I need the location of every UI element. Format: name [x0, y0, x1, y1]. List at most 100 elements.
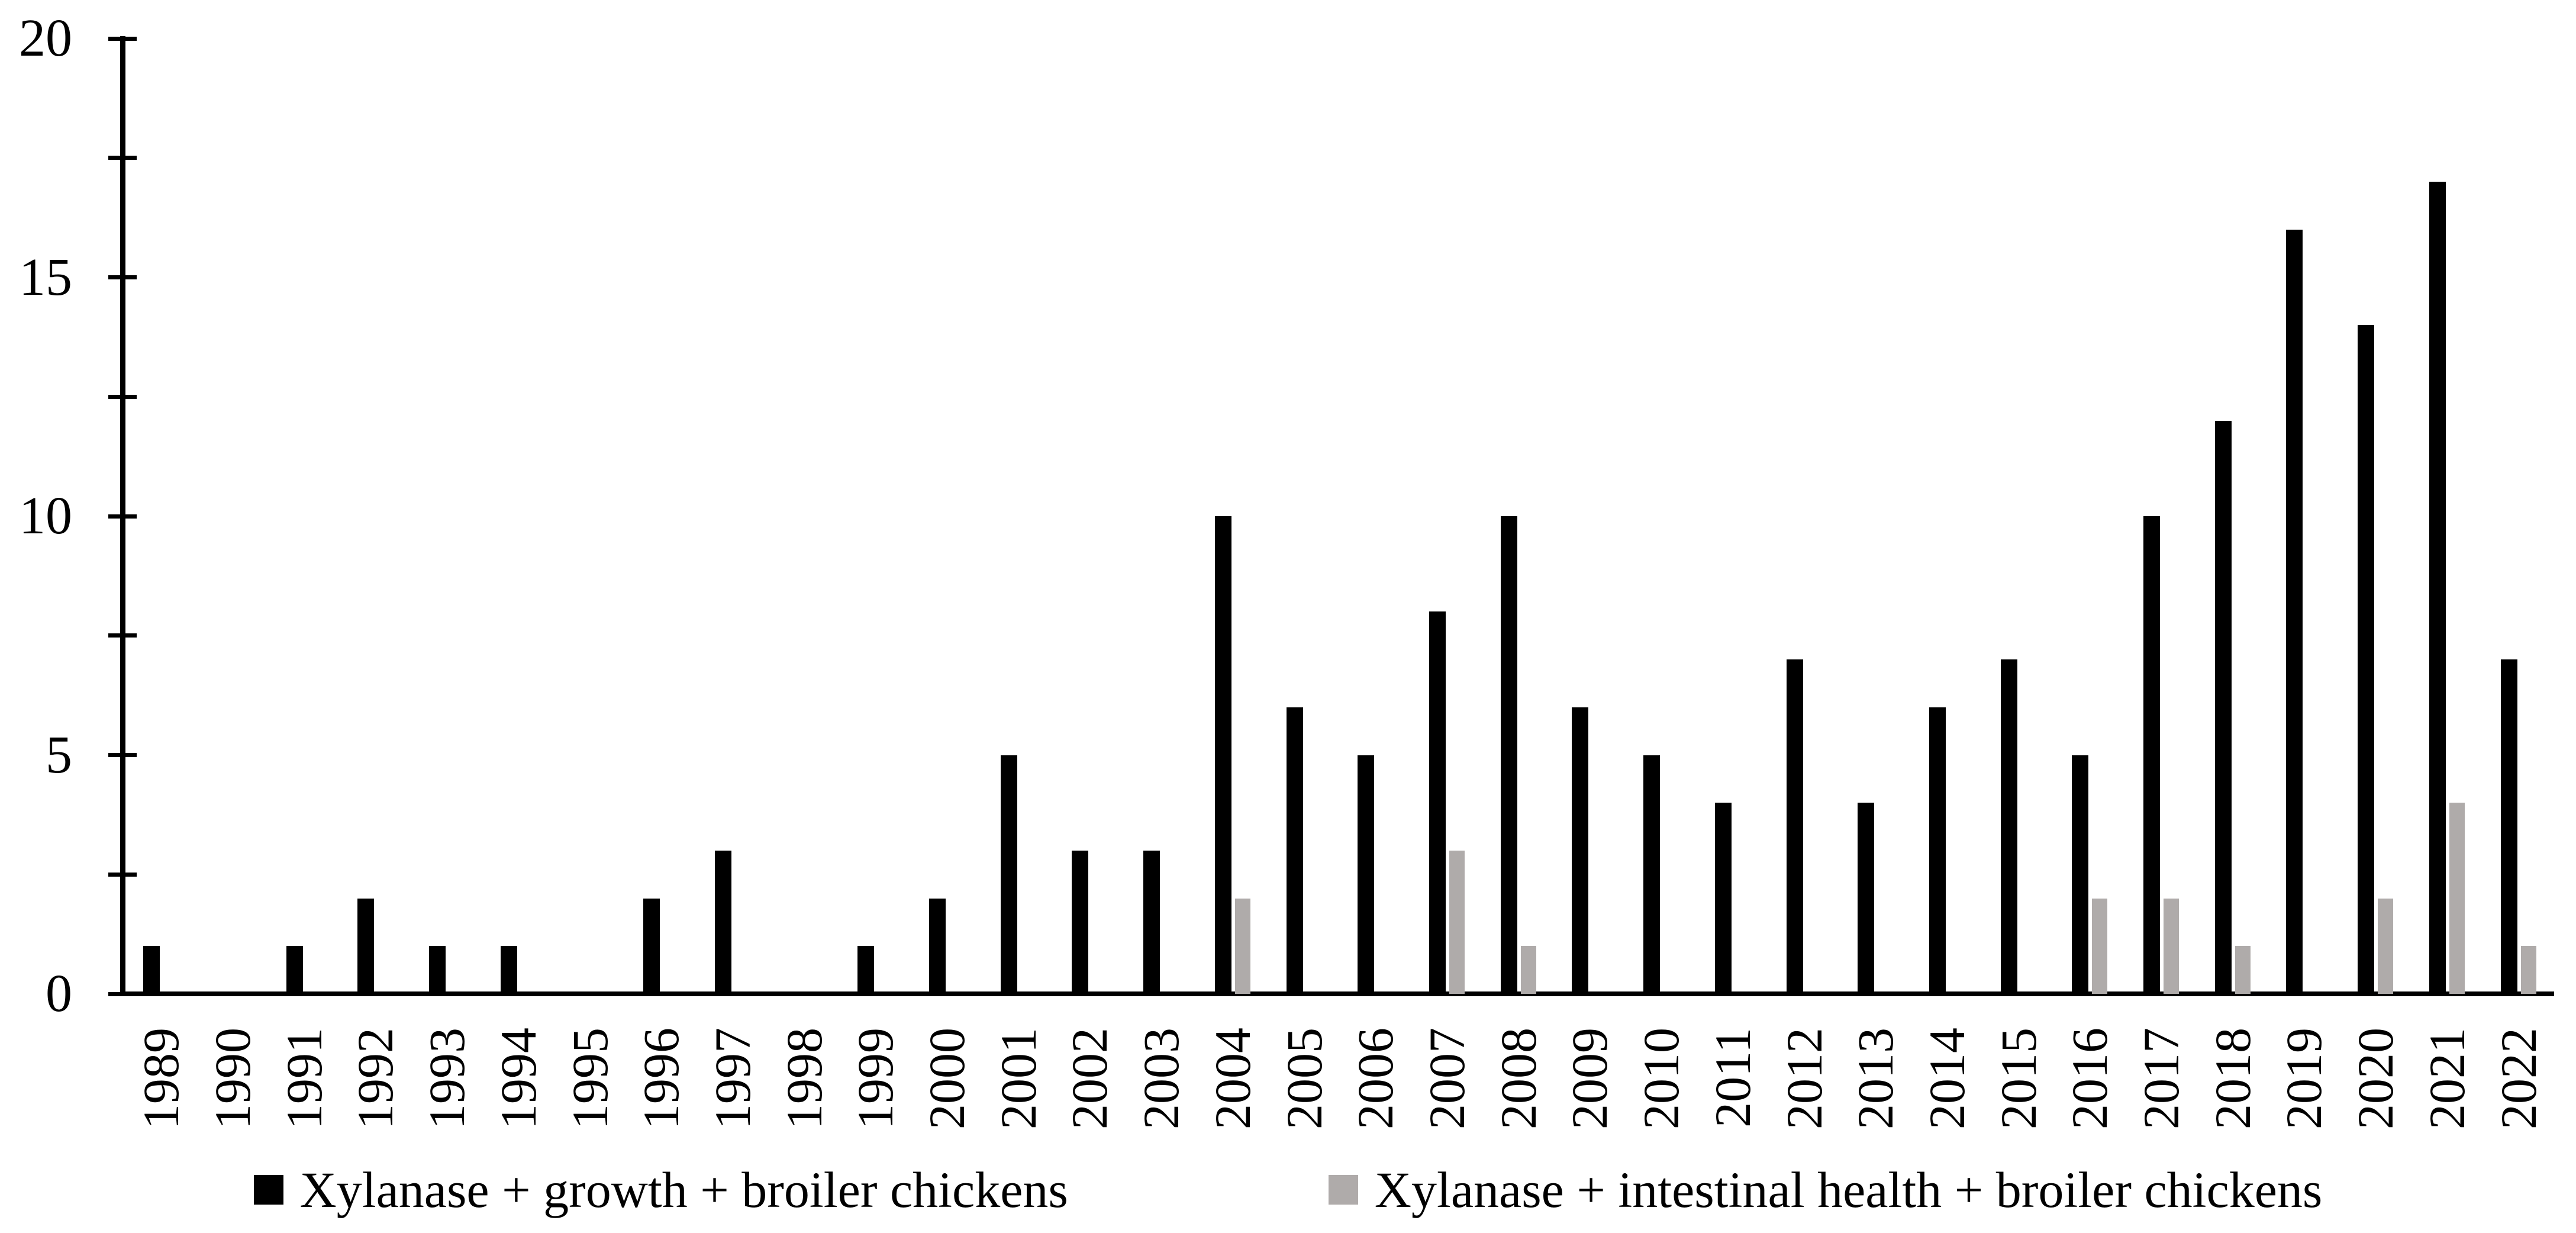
x-label-slot-2019: 2019	[2268, 1028, 2340, 1170]
bar-intestinal-health-2007	[1449, 850, 1465, 994]
bar-growth-2014	[1929, 707, 1946, 994]
plot-area	[125, 38, 2554, 994]
chart-legend: Xylanase + growth + broiler chickens Xyla…	[0, 1160, 2576, 1219]
x-tick-label-1993: 1993	[418, 1028, 476, 1129]
x-tick-label-1999: 1999	[847, 1028, 904, 1129]
bar-growth-2000	[929, 898, 946, 994]
x-label-slot-2002: 2002	[1054, 1028, 1126, 1170]
x-tick-label-1998: 1998	[775, 1028, 833, 1129]
year-group-2003	[1126, 38, 1197, 994]
y-tick-12.5	[108, 394, 137, 399]
x-tick-label-2019: 2019	[2275, 1028, 2333, 1129]
x-tick-label-1997: 1997	[704, 1028, 761, 1129]
y-tick-2.5	[108, 872, 137, 877]
bar-growth-2022	[2500, 659, 2517, 994]
bar-growth-2001	[1000, 755, 1017, 994]
bar-intestinal-health-2004	[1234, 898, 1250, 994]
x-label-slot-2011: 2011	[1697, 1028, 1768, 1170]
bar-growth-2009	[1572, 707, 1589, 994]
x-label-slot-2022: 2022	[2482, 1028, 2554, 1170]
x-label-slot-2009: 2009	[1554, 1028, 1626, 1170]
x-label-slot-1994: 1994	[483, 1028, 554, 1170]
year-group-2020	[2340, 38, 2411, 994]
year-group-1993	[411, 38, 483, 994]
bar-growth-2003	[1143, 850, 1160, 994]
year-group-2011	[1697, 38, 1768, 994]
x-tick-label-2006: 2006	[1347, 1028, 1404, 1129]
legend-swatch-intestinal-health	[1328, 1175, 1358, 1205]
bar-growth-1994	[500, 946, 517, 994]
x-label-slot-2003: 2003	[1126, 1028, 1197, 1170]
x-tick-label-1992: 1992	[347, 1028, 404, 1129]
year-group-2006	[1340, 38, 1411, 994]
x-axis-labels: 1989 1990 1991 1992 1993 1994 1995 1996 1997 1998…	[125, 1028, 2554, 1170]
year-group-2017	[2126, 38, 2197, 994]
y-tick-label-5: 5	[46, 725, 72, 784]
y-tick-label-10: 10	[19, 487, 72, 545]
bar-growth-2016	[2072, 755, 2089, 994]
year-group-2007	[1411, 38, 1483, 994]
x-tick-label-2020: 2020	[2347, 1028, 2404, 1129]
legend-label-growth: Xylanase + growth + broiler chickens	[299, 1161, 1068, 1218]
y-tick-15	[108, 275, 137, 279]
y-tick-label-15: 15	[19, 247, 72, 307]
x-tick-label-2021: 2021	[2418, 1028, 2475, 1129]
x-tick-label-2017: 2017	[2133, 1028, 2190, 1129]
year-group-2015	[1982, 38, 2054, 994]
x-label-slot-1995: 1995	[554, 1028, 626, 1170]
y-tick-7.5	[108, 633, 137, 638]
bar-growth-2020	[2358, 325, 2375, 994]
x-label-slot-2013: 2013	[1840, 1028, 1911, 1170]
x-tick-label-2007: 2007	[1418, 1028, 1475, 1129]
x-label-slot-2015: 2015	[1982, 1028, 2054, 1170]
year-group-2021	[2411, 38, 2483, 994]
x-tick-label-2001: 2001	[989, 1028, 1047, 1129]
year-group-2022	[2482, 38, 2554, 994]
bar-intestinal-health-2020	[2378, 898, 2394, 994]
x-tick-label-2002: 2002	[1061, 1028, 1118, 1129]
x-axis-line	[120, 991, 2554, 996]
x-label-slot-1989: 1989	[125, 1028, 197, 1170]
year-group-2012	[1768, 38, 1840, 994]
x-label-slot-2008: 2008	[1482, 1028, 1554, 1170]
x-label-slot-2016: 2016	[2054, 1028, 2126, 1170]
bar-intestinal-health-2016	[2092, 898, 2108, 994]
year-group-2001	[982, 38, 1054, 994]
year-group-2019	[2268, 38, 2340, 994]
bar-growth-1992	[357, 898, 375, 994]
y-tick-20	[108, 36, 137, 41]
x-tick-label-2012: 2012	[1775, 1028, 1833, 1129]
year-group-2009	[1554, 38, 1626, 994]
x-label-slot-2006: 2006	[1340, 1028, 1411, 1170]
bar-intestinal-health-2018	[2235, 946, 2251, 994]
year-group-1992	[340, 38, 411, 994]
x-label-slot-2020: 2020	[2340, 1028, 2411, 1170]
bar-growth-2011	[1714, 803, 1732, 994]
x-label-slot-2017: 2017	[2126, 1028, 2197, 1170]
x-tick-label-2003: 2003	[1133, 1028, 1190, 1129]
x-label-slot-1990: 1990	[197, 1028, 269, 1170]
x-tick-label-2013: 2013	[1847, 1028, 1904, 1129]
x-tick-label-2022: 2022	[2490, 1028, 2547, 1129]
year-group-1999	[840, 38, 911, 994]
x-label-slot-2007: 2007	[1411, 1028, 1483, 1170]
year-group-2000	[911, 38, 983, 994]
x-label-slot-1992: 1992	[340, 1028, 411, 1170]
x-label-slot-1993: 1993	[411, 1028, 483, 1170]
year-group-2008	[1482, 38, 1554, 994]
x-label-slot-1996: 1996	[626, 1028, 697, 1170]
bar-growth-2018	[2214, 420, 2232, 994]
y-tick-17.5	[108, 156, 137, 160]
bar-intestinal-health-2008	[1520, 946, 1536, 994]
legend-label-intestinal-health: Xylanase + intestinal health + broiler c…	[1374, 1161, 2323, 1218]
x-label-slot-2004: 2004	[1197, 1028, 1269, 1170]
x-tick-label-2005: 2005	[1275, 1028, 1333, 1129]
x-tick-label-2004: 2004	[1204, 1028, 1261, 1129]
year-group-1991	[268, 38, 340, 994]
bar-growth-1997	[714, 850, 731, 994]
bar-growth-1996	[643, 898, 660, 994]
bar-growth-1991	[286, 946, 303, 994]
year-group-2005	[1268, 38, 1340, 994]
bar-intestinal-health-2021	[2449, 803, 2465, 994]
